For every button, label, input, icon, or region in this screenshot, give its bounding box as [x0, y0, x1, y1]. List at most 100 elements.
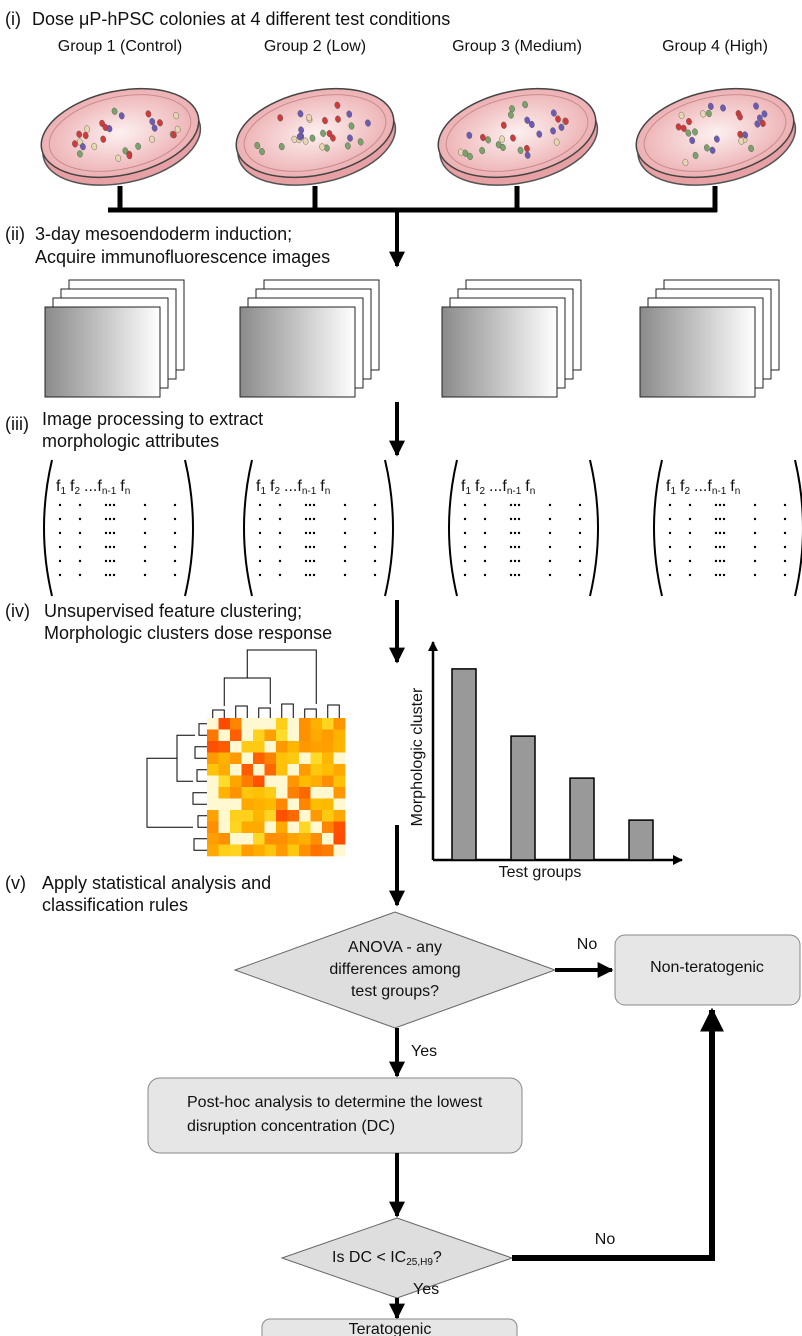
matrix-dot	[305, 546, 307, 548]
connector	[512, 1010, 712, 1258]
heatmap-cell	[219, 787, 231, 799]
y-axis-label: Morphologic cluster	[409, 687, 426, 826]
heatmap-cell	[299, 810, 311, 822]
matrix-dot	[484, 532, 486, 534]
heatmap-cell	[311, 810, 323, 822]
heatmap-cell	[253, 833, 265, 845]
matrix-dot	[113, 574, 115, 576]
matrix-dot	[549, 574, 551, 576]
heatmap-cell	[265, 764, 277, 776]
heatmap-cell	[219, 833, 231, 845]
matrix-dot	[754, 504, 756, 506]
heatmap-cell	[207, 845, 219, 857]
matrix-dot	[174, 532, 176, 534]
matrix-dot	[518, 574, 520, 576]
petri-dish	[228, 75, 404, 198]
matrix-dot	[719, 504, 721, 506]
matrix-dot	[784, 560, 786, 562]
heatmap-cell	[299, 787, 311, 799]
heatmap-cell	[242, 776, 254, 788]
image-front	[45, 307, 160, 397]
matrix-dot	[669, 574, 671, 576]
matrix-dot	[113, 532, 115, 534]
matrix-dot	[719, 560, 721, 562]
matrix-dot	[510, 560, 512, 562]
matrix-dot	[305, 532, 307, 534]
matrix-dot	[514, 546, 516, 548]
heatmap-cell	[288, 799, 300, 811]
step-text: Morphologic clusters dose response	[44, 623, 332, 643]
matrix-dot	[669, 560, 671, 562]
heatmap-cell	[253, 787, 265, 799]
dendro-branch	[328, 705, 340, 718]
heatmap-cell	[276, 799, 288, 811]
matrix-dot	[579, 518, 581, 520]
branch-label: No	[577, 936, 598, 953]
matrix-dot	[279, 560, 281, 562]
heatmap-cell	[334, 787, 346, 799]
matrix-paren	[185, 460, 193, 596]
heatmap-cell	[265, 776, 277, 788]
step-text: classification rules	[42, 895, 188, 915]
matrix-dot	[579, 532, 581, 534]
branch-label: Yes	[411, 1043, 437, 1060]
step-text: Acquire immunofluorescence images	[35, 247, 330, 267]
result-text: Non-teratogenic	[650, 959, 764, 976]
matrix-dot	[723, 546, 725, 548]
heatmap-cell	[207, 787, 219, 799]
matrix-dot	[174, 546, 176, 548]
dendro-branch	[213, 710, 225, 718]
heatmap-cell	[334, 822, 346, 834]
bar	[511, 736, 535, 860]
heatmap-cell	[322, 776, 334, 788]
group-label: Group 4 (High)	[662, 38, 768, 55]
heatmap-cell	[322, 845, 334, 857]
heatmap-cell	[311, 741, 323, 753]
heatmap-cell	[288, 730, 300, 742]
matrix-paren	[795, 460, 802, 596]
heatmap-cell	[299, 799, 311, 811]
matrix-dot	[784, 574, 786, 576]
matrix-dot	[689, 560, 691, 562]
diagram: (i)Dose μP-hPSC colonies at 4 different …	[0, 0, 802, 1336]
heatmap-cell	[230, 799, 242, 811]
matrix-dot	[464, 546, 466, 548]
matrix-dot	[754, 546, 756, 548]
heatmap-cell	[322, 810, 334, 822]
matrix-dot	[113, 546, 115, 548]
heatmap-cell	[334, 730, 346, 742]
feature-subscript: n-1	[507, 486, 522, 497]
heatmap-cell	[230, 730, 242, 742]
heatmap-cell	[276, 764, 288, 776]
heatmap-cell	[322, 741, 334, 753]
matrix-dot	[259, 504, 261, 506]
matrix-dot	[79, 518, 81, 520]
heatmap-cell	[219, 718, 231, 730]
matrix-paren	[244, 460, 252, 596]
heatmap-cell	[265, 741, 277, 753]
matrix-dot	[374, 518, 376, 520]
matrix-dot	[719, 574, 721, 576]
heatmap-cell	[207, 799, 219, 811]
heatmap-cell	[242, 730, 254, 742]
matrix-dot	[313, 504, 315, 506]
matrix-dot	[518, 518, 520, 520]
matrix-dot	[309, 518, 311, 520]
heatmap-cell	[288, 787, 300, 799]
heatmap-cell	[299, 822, 311, 834]
heatmap-cell	[230, 833, 242, 845]
heatmap-cell	[219, 764, 231, 776]
heatmap-cell	[207, 730, 219, 742]
heatmap-cell	[276, 741, 288, 753]
matrix-dot	[464, 574, 466, 576]
matrix-dot	[715, 546, 717, 548]
matrix-dot	[59, 574, 61, 576]
heatmap-cell	[311, 833, 323, 845]
x-axis-label: Test groups	[499, 864, 582, 881]
heatmap-cell	[242, 764, 254, 776]
matrix-dot	[59, 504, 61, 506]
heatmap-cell	[265, 799, 277, 811]
matrix-dot	[105, 546, 107, 548]
heatmap-cell	[253, 718, 265, 730]
matrix-dot	[518, 546, 520, 548]
